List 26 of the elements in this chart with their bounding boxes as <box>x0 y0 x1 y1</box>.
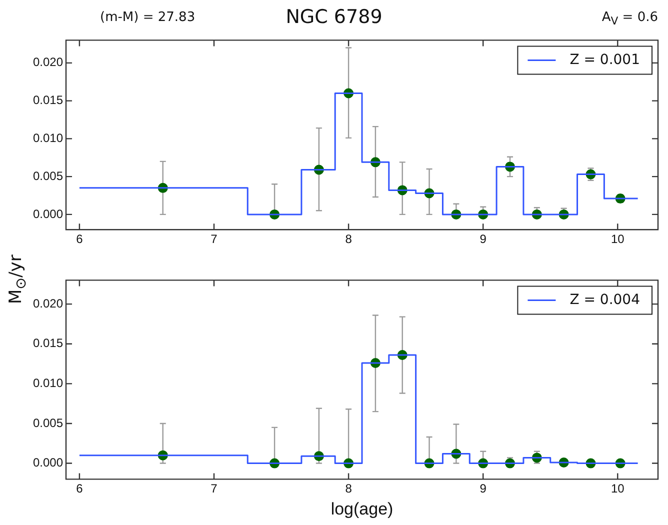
y-tick-label: 0.015 <box>32 93 64 108</box>
y-tick-label: 0.010 <box>32 131 64 145</box>
y-tick-label: 0.020 <box>32 296 64 310</box>
x-tick-label: 7 <box>210 232 218 246</box>
text: A$_{V}$ = 0.6 <box>602 10 658 28</box>
y-tick-label: 0.020 <box>32 55 64 70</box>
y-tick-label: 0.000 <box>32 206 64 221</box>
x-axis-title: log(age) <box>330 499 394 518</box>
text: (m-M) = 27.83 <box>100 10 196 25</box>
legend-label: Z = 0.004 <box>570 292 640 308</box>
x-tick-label: 8 <box>345 482 352 496</box>
x-tick-label: 7 <box>210 482 218 496</box>
chart-title: NGC 6789 <box>286 6 382 28</box>
y-tick-label: 0.005 <box>32 416 64 430</box>
y-tick-label: 0.015 <box>32 336 64 350</box>
x-tick-label: 9 <box>480 232 487 246</box>
x-tick-label: 6 <box>76 232 84 246</box>
x-tick-label: 8 <box>345 232 352 246</box>
x-tick-label: 9 <box>480 482 487 496</box>
y-tick-label: 0.000 <box>32 456 64 470</box>
x-tick-label: 10 <box>610 482 625 496</box>
legend-label: Z = 0.001 <box>570 52 640 68</box>
x-tick-label: 10 <box>610 232 625 246</box>
y-tick-label: 0.005 <box>32 168 64 183</box>
x-tick-label: 6 <box>76 482 84 496</box>
y-tick-label: 0.010 <box>32 376 64 390</box>
